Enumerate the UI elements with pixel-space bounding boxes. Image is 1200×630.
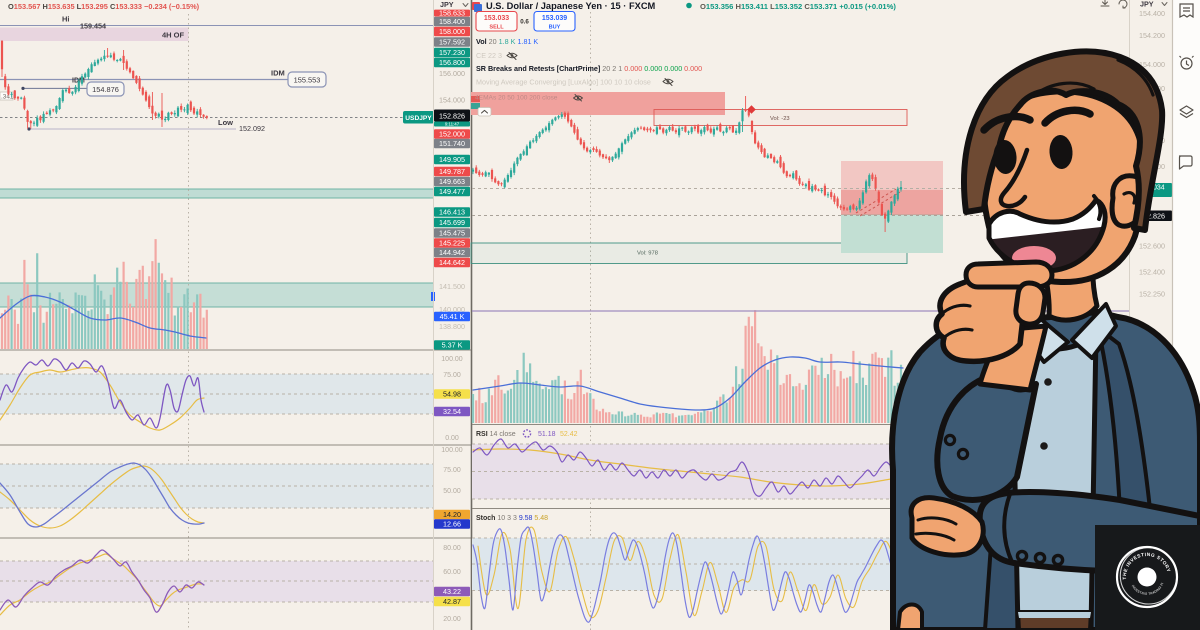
svg-text:50.00: 50.00 — [443, 488, 461, 495]
svg-text:157.230: 157.230 — [439, 48, 465, 57]
svg-text:144.942: 144.942 — [439, 248, 465, 257]
svg-text:Stoch 10 3 3 9.58 5.48: Stoch 10 3 3 9.58 5.48 — [476, 515, 548, 522]
svg-text:75.00: 75.00 — [443, 467, 461, 474]
svg-text:158.000: 158.000 — [439, 27, 465, 36]
svg-text:100.00: 100.00 — [441, 356, 463, 363]
svg-text:54.98: 54.98 — [443, 390, 461, 399]
svg-text:9:11:47: 9:11:47 — [445, 122, 460, 127]
svg-text:159.454: 159.454 — [80, 22, 106, 31]
svg-text:80.00: 80.00 — [443, 545, 461, 552]
svg-text:U.S. Dollar / Japanese Yen · 1: U.S. Dollar / Japanese Yen · 15 · FXCM — [486, 1, 656, 11]
svg-text:JPY: JPY — [440, 0, 454, 9]
svg-text:141.500: 141.500 — [439, 282, 465, 291]
svg-text:152.250: 152.250 — [1139, 290, 1165, 299]
svg-text:153.039: 153.039 — [542, 15, 567, 22]
svg-text:146.413: 146.413 — [439, 208, 465, 217]
svg-text:154.876: 154.876 — [92, 85, 119, 94]
svg-text:RSI 14 close: RSI 14 close — [476, 431, 516, 438]
svg-text:75.00: 75.00 — [443, 372, 461, 379]
svg-text:60.00: 60.00 — [443, 569, 461, 576]
svg-text:SR Breaks and Retests [ChartPr: SR Breaks and Retests [ChartPrime] 20 2 … — [476, 64, 702, 73]
svg-text:152.000: 152.000 — [439, 130, 465, 139]
svg-text:152.092: 152.092 — [239, 124, 265, 133]
svg-text:152.600: 152.600 — [1139, 242, 1165, 251]
svg-text:Moving Average Converging [Lux: Moving Average Converging [LuxAlgo] 100 … — [476, 78, 651, 87]
svg-text:14.20: 14.20 — [443, 510, 461, 519]
svg-text:20.00: 20.00 — [443, 616, 461, 623]
svg-text:152.826: 152.826 — [1139, 211, 1165, 220]
svg-text:145.225: 145.225 — [439, 239, 465, 248]
svg-text:CE 22 3: CE 22 3 — [476, 51, 502, 60]
svg-text:IDM: IDM — [271, 69, 285, 78]
svg-text:USDJPY: USDJPY — [405, 115, 432, 122]
svg-text:JPY: JPY — [1140, 0, 1154, 9]
svg-text:4H OF: 4H OF — [162, 31, 185, 40]
svg-text:Vol 20 1.8 K 1.81 K: Vol 20 1.8 K 1.81 K — [476, 37, 538, 46]
svg-text:153.033: 153.033 — [484, 15, 509, 22]
svg-text:154.000: 154.000 — [1139, 60, 1165, 69]
svg-text:12.66: 12.66 — [443, 520, 461, 529]
svg-text:52.42: 52.42 — [560, 431, 578, 438]
svg-text:32.54: 32.54 — [443, 407, 461, 416]
svg-text:5.37 K: 5.37 K — [442, 341, 463, 350]
svg-text:156.000: 156.000 — [439, 69, 465, 78]
svg-text:149.905: 149.905 — [439, 155, 465, 164]
svg-text:151.740: 151.740 — [439, 139, 465, 148]
svg-text:SELL: SELL — [489, 25, 504, 31]
svg-text:154.400: 154.400 — [1139, 9, 1165, 18]
svg-text:Hi: Hi — [62, 15, 70, 24]
svg-text:149.787: 149.787 — [439, 167, 465, 176]
svg-text:O153.356 H153.411 L153.352 C15: O153.356 H153.411 L153.352 C153.371 +0.0… — [700, 2, 896, 11]
svg-text:149.663: 149.663 — [439, 177, 465, 186]
svg-text:154.200: 154.200 — [1139, 31, 1165, 40]
svg-text:Low: Low — [218, 118, 233, 127]
svg-text:0.6: 0.6 — [520, 19, 529, 26]
svg-text:145.475: 145.475 — [439, 229, 465, 238]
svg-text:157.592: 157.592 — [439, 38, 465, 47]
svg-text:Vol: -23: Vol: -23 — [770, 116, 790, 122]
svg-text:154.000: 154.000 — [439, 96, 465, 105]
svg-text:156.800: 156.800 — [439, 58, 465, 67]
svg-text:158.633: 158.633 — [439, 9, 465, 18]
svg-text:0.00: 0.00 — [445, 435, 459, 442]
svg-text:149.477: 149.477 — [439, 187, 465, 196]
svg-text:138.800: 138.800 — [439, 322, 465, 331]
svg-text:43.22: 43.22 — [443, 587, 461, 596]
svg-text:Vol: 978: Vol: 978 — [637, 251, 658, 257]
svg-text:158.400: 158.400 — [439, 17, 465, 26]
svg-text:BUY: BUY — [549, 25, 561, 31]
svg-text:42.87: 42.87 — [443, 597, 461, 606]
svg-text:140.000: 140.000 — [439, 305, 465, 314]
svg-text:144.642: 144.642 — [439, 258, 465, 267]
svg-text:51.18: 51.18 — [538, 431, 556, 438]
svg-text:152.400: 152.400 — [1139, 268, 1165, 277]
svg-text:152.826: 152.826 — [439, 111, 465, 120]
svg-text:O153.567 H153.635 L153.295 C15: O153.567 H153.635 L153.295 C153.333 −0.2… — [8, 2, 200, 11]
svg-text:45.41 K: 45.41 K — [440, 312, 465, 321]
svg-text:4EMAs 20 50 100 200 close: 4EMAs 20 50 100 200 close — [475, 95, 558, 102]
svg-text:155.553: 155.553 — [294, 76, 321, 85]
svg-text:.341: .341 — [1, 93, 14, 100]
svg-text:100.00: 100.00 — [441, 447, 463, 454]
svg-text:145.699: 145.699 — [439, 218, 465, 227]
